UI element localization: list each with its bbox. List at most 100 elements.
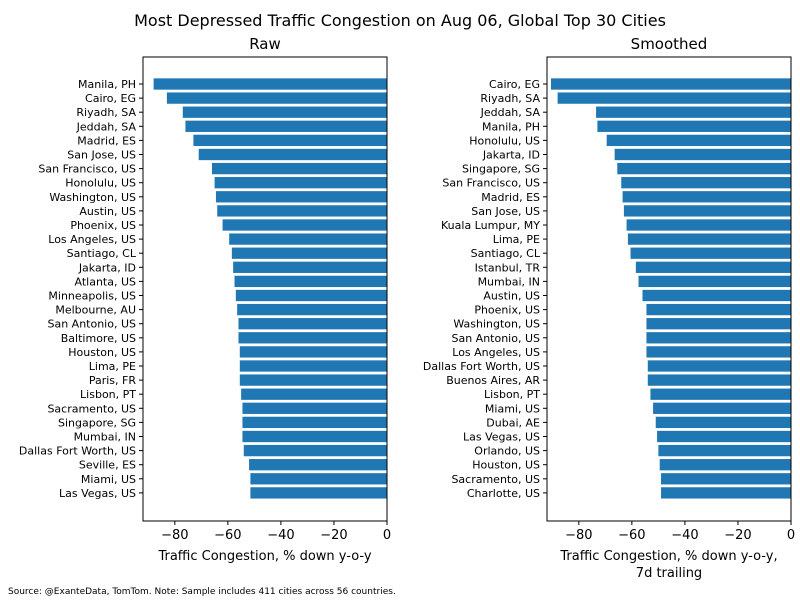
smoothed-category-label: Phoenix, US (474, 304, 540, 317)
figure-title: Most Depressed Traffic Congestion on Aug… (134, 11, 666, 30)
smoothed-bar (657, 430, 791, 443)
smoothed-category-label: Santiago, CL (471, 247, 541, 260)
raw-xtick-label: −20 (320, 528, 347, 543)
raw-category-label: Atlanta, US (75, 275, 137, 288)
raw-category-label: Melbourne, AU (55, 304, 136, 317)
raw-category-label: Honolulu, US (65, 177, 136, 190)
raw-bar (234, 275, 387, 288)
raw-bar (242, 430, 387, 443)
smoothed-category-label: Honolulu, US (469, 134, 540, 147)
raw-category-label: Miami, US (81, 473, 136, 486)
raw-bar (222, 219, 387, 231)
raw-category-label: San Francisco, US (38, 163, 136, 176)
panel-raw-frame (142, 56, 388, 522)
smoothed-category-label: Las Vegas, US (463, 431, 540, 444)
raw-bar (153, 78, 387, 90)
raw-bar (231, 247, 387, 259)
smoothed-bar (659, 459, 791, 471)
raw-bar (217, 205, 387, 217)
smoothed-category-label: Austin, US (483, 290, 540, 303)
raw-category-label: Paris, FR (89, 374, 137, 387)
raw-bar (229, 233, 387, 245)
smoothed-xtick-label: −40 (671, 528, 698, 543)
raw-bar (182, 106, 387, 118)
smoothed-bar (661, 473, 791, 485)
smoothed-bar (635, 261, 791, 273)
smoothed-bar (622, 191, 791, 203)
smoothed-bar (661, 487, 791, 499)
raw-category-label: Sacramento, US (47, 402, 136, 415)
footnote: Source: @ExanteData, TomTom. Note: Sampl… (8, 587, 396, 597)
smoothed-bar (658, 444, 791, 457)
smoothed-bar (626, 219, 791, 231)
raw-bar (198, 148, 387, 161)
raw-bar (239, 360, 387, 372)
smoothed-bar (646, 332, 791, 344)
smoothed-category-label: Buenos Aires, AR (446, 374, 540, 387)
raw-category-label: Cairo, EG (85, 92, 136, 105)
smoothed-bar (617, 162, 791, 175)
raw-bar (214, 177, 387, 189)
raw-category-label: Dallas Fort Worth, US (19, 445, 136, 458)
raw-bar (166, 92, 387, 104)
smoothed-bar (642, 289, 791, 302)
raw-bar (211, 162, 387, 175)
raw-xtick-label: 0 (383, 528, 391, 543)
raw-category-label: San Jose, US (67, 149, 136, 162)
raw-category-label: Los Angeles, US (48, 233, 136, 246)
raw-bar (185, 120, 387, 132)
smoothed-category-label: Kuala Lumpur, MY (441, 219, 540, 232)
panel-raw-title: Raw (249, 35, 281, 53)
smoothed-category-label: Istanbul, TR (475, 261, 541, 274)
raw-bar (242, 402, 387, 414)
smoothed-bar (653, 402, 791, 414)
raw-category-label: Washington, US (49, 191, 136, 204)
smoothed-category-label: Cairo, EG (489, 78, 540, 91)
smoothed-bar (630, 247, 791, 259)
raw-bar (238, 318, 387, 330)
smoothed-xtick-label: −80 (565, 528, 592, 543)
smoothed-bar (646, 318, 791, 330)
smoothed-xtick-label: −60 (618, 528, 645, 543)
smoothed-bar (647, 360, 791, 372)
smoothed-category-label: Jakarta, ID (482, 149, 540, 162)
raw-category-label: Lima, PE (89, 360, 136, 373)
smoothed-category-label: Lima, PE (493, 233, 540, 246)
smoothed-category-label: Dubai, AE (486, 416, 540, 429)
smoothed-category-label: Los Angeles, US (452, 346, 540, 359)
raw-category-label: Santiago, CL (67, 247, 137, 260)
raw-category-label: Madrid, ES (77, 134, 136, 147)
smoothed-category-label: San Francisco, US (442, 177, 540, 190)
smoothed-category-label: Charlotte, US (467, 487, 540, 500)
smoothed-category-label: Madrid, ES (481, 191, 540, 204)
raw-bar (239, 346, 387, 358)
smoothed-xtick-label: 0 (787, 528, 795, 543)
smoothed-bar (646, 303, 791, 316)
smoothed-bar (650, 388, 791, 400)
smoothed-category-label: Riyadh, SA (480, 92, 540, 105)
raw-bar (241, 388, 387, 400)
raw-bar (233, 261, 387, 273)
smoothed-category-label: Jeddah, SA (480, 106, 541, 119)
smoothed-bar (621, 177, 791, 189)
smoothed-bar (647, 374, 791, 386)
smoothed-category-label: San Jose, US (471, 205, 540, 218)
smoothed-bar (655, 416, 791, 429)
raw-xaxis-label: Traffic Congestion, % down y-o-y (157, 549, 371, 564)
smoothed-bar (606, 134, 791, 147)
smoothed-category-label: San Antonio, US (451, 332, 540, 345)
raw-bar (215, 191, 387, 203)
raw-category-label: Jeddah, SA (76, 120, 137, 133)
raw-bar (238, 332, 387, 344)
smoothed-bar (638, 275, 791, 288)
raw-category-label: Seville, ES (79, 459, 136, 472)
smoothed-category-label: Singapore, SG (462, 163, 540, 176)
raw-category-label: Baltimore, US (61, 332, 136, 345)
smoothed-category-label: Houston, US (472, 459, 540, 472)
raw-category-label: Mumbai, IN (74, 431, 136, 444)
smoothed-bar (550, 78, 791, 90)
raw-bar (239, 374, 387, 386)
smoothed-bar (614, 148, 791, 161)
